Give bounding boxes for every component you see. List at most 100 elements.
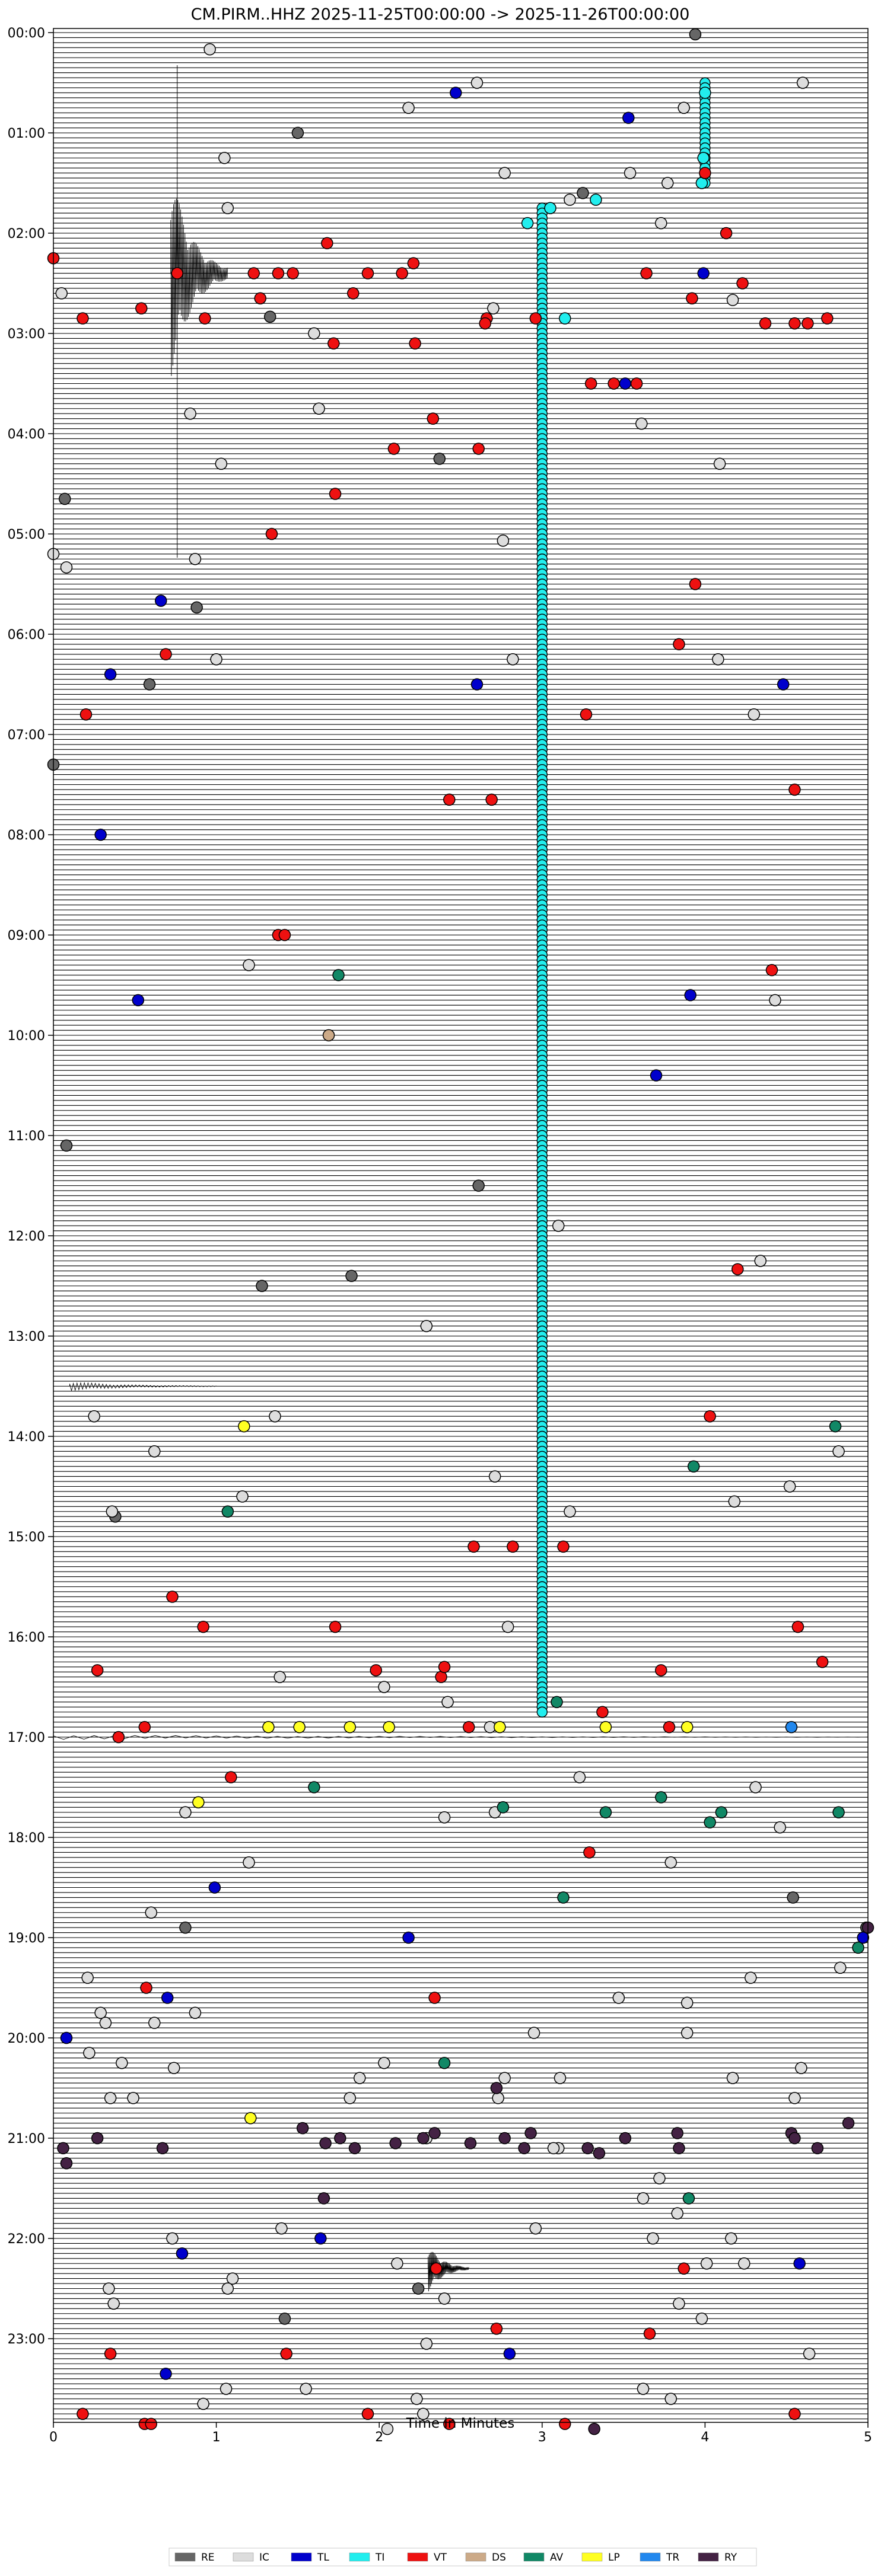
event-marker-ry — [348, 2142, 361, 2155]
event-marker-vt — [247, 267, 260, 279]
y-tick-label: 02:00 — [8, 227, 45, 241]
event-marker-vt — [138, 1720, 151, 1734]
event-marker-re — [291, 126, 304, 139]
event-marker-ic — [774, 1821, 786, 1834]
event-marker-ic — [243, 1856, 255, 1869]
y-tick-label: 04:00 — [8, 427, 45, 442]
event-marker-ic — [104, 2092, 117, 2104]
event-marker-vt — [443, 793, 456, 806]
event-marker-tl — [622, 112, 635, 124]
event-marker-vt — [791, 1620, 804, 1633]
event-marker-vt — [361, 2408, 374, 2420]
y-tick-label: 20:00 — [8, 2031, 45, 2046]
event-marker-ic — [197, 2397, 209, 2410]
event-marker-ry — [60, 2157, 73, 2170]
event-marker-vt — [802, 317, 814, 330]
event-marker-vt — [788, 2408, 801, 2420]
event-marker-av — [497, 1801, 510, 1814]
event-marker-ic — [783, 1480, 796, 1493]
event-marker-tl — [208, 1881, 221, 1894]
event-marker-vt — [347, 287, 360, 300]
event-marker-av — [438, 2057, 451, 2069]
event-marker-re — [179, 1921, 192, 1934]
event-marker-ic — [661, 177, 674, 189]
event-marker-vt — [479, 317, 491, 330]
event-marker-ic — [754, 1255, 767, 1267]
event-marker-ic — [726, 2072, 739, 2084]
event-marker-vt — [171, 267, 183, 279]
event-marker-vt — [329, 488, 342, 500]
event-marker-ry — [317, 2192, 330, 2205]
event-marker-ic — [552, 1219, 565, 1232]
event-marker-ic — [680, 2027, 694, 2039]
event-marker-re — [278, 2312, 291, 2325]
event-marker-ic — [441, 1696, 454, 1709]
event-marker-tl — [132, 994, 145, 1007]
x-tick-label: 1 — [212, 2430, 221, 2445]
event-marker-ry — [671, 2127, 683, 2139]
event-marker-av — [221, 1505, 234, 1518]
event-marker-ic — [507, 653, 519, 666]
event-marker-ic — [664, 1856, 677, 1869]
event-marker-ic — [166, 2232, 179, 2245]
event-marker-ic — [55, 287, 68, 300]
y-tick-label: 22:00 — [8, 2232, 45, 2247]
event-marker-ti — [695, 177, 708, 189]
event-marker-ti — [697, 152, 710, 164]
event-marker-tl — [857, 1931, 870, 1944]
event-marker-ry — [319, 2137, 332, 2149]
legend-swatch-tr — [640, 2552, 661, 2562]
event-marker-tl — [176, 2247, 189, 2260]
event-marker-ic — [226, 2272, 239, 2285]
event-marker-ic — [438, 2292, 451, 2305]
event-marker-vt — [387, 443, 400, 455]
event-marker-vt — [278, 928, 291, 942]
event-marker-vt — [77, 312, 89, 325]
y-tick-label: 16:00 — [8, 1630, 45, 1645]
event-marker-vt — [327, 337, 340, 350]
event-marker-ic — [215, 457, 228, 470]
event-marker-vt — [272, 267, 285, 279]
event-marker-re — [345, 1270, 358, 1282]
y-tick-label: 09:00 — [8, 928, 45, 943]
event-marker-ry — [842, 2117, 855, 2129]
event-marker-vt — [112, 1731, 125, 1744]
event-marker-ry — [581, 2142, 594, 2155]
y-tick-label: 14:00 — [8, 1430, 45, 1445]
event-marker-ic — [127, 2092, 139, 2104]
event-marker-ic — [738, 2257, 750, 2270]
event-marker-vt — [409, 337, 421, 350]
event-marker-ic — [832, 1445, 845, 1458]
event-marker-vt — [443, 2418, 456, 2430]
event-marker-vt — [583, 1846, 596, 1859]
legend-swatch-ti — [349, 2552, 370, 2562]
event-marker-av — [332, 969, 345, 981]
event-marker-tr — [785, 1720, 798, 1734]
event-marker-lp — [238, 1420, 250, 1433]
event-marker-ry — [428, 2127, 441, 2139]
event-marker-ic — [749, 1781, 762, 1793]
y-tick-label: 08:00 — [8, 828, 45, 843]
legend-swatch-vt — [407, 2552, 428, 2562]
event-marker-ic — [107, 2297, 120, 2310]
event-marker-re — [263, 310, 276, 323]
x-tick-label: 3 — [538, 2430, 546, 2445]
event-marker-vt — [678, 2262, 690, 2275]
event-marker-ic — [637, 2383, 650, 2395]
event-marker-vt — [430, 2262, 443, 2275]
event-marker-av — [557, 1891, 570, 1904]
event-marker-vt — [287, 267, 299, 279]
event-marker-vt — [197, 1620, 209, 1633]
event-marker-av — [852, 1941, 864, 1954]
event-marker-vt — [643, 2327, 656, 2340]
event-marker-ic — [497, 535, 510, 547]
event-marker-vt — [166, 1591, 179, 1603]
event-marker-av — [308, 1781, 320, 1793]
noise-waveform — [69, 1382, 217, 1392]
event-marker-vt — [140, 1982, 152, 1994]
event-marker-ic — [60, 561, 73, 574]
event-marker-re — [577, 187, 589, 199]
event-marker-ic — [680, 1996, 694, 2009]
noise-waveform — [53, 1735, 869, 1740]
event-marker-ic — [275, 2222, 288, 2235]
